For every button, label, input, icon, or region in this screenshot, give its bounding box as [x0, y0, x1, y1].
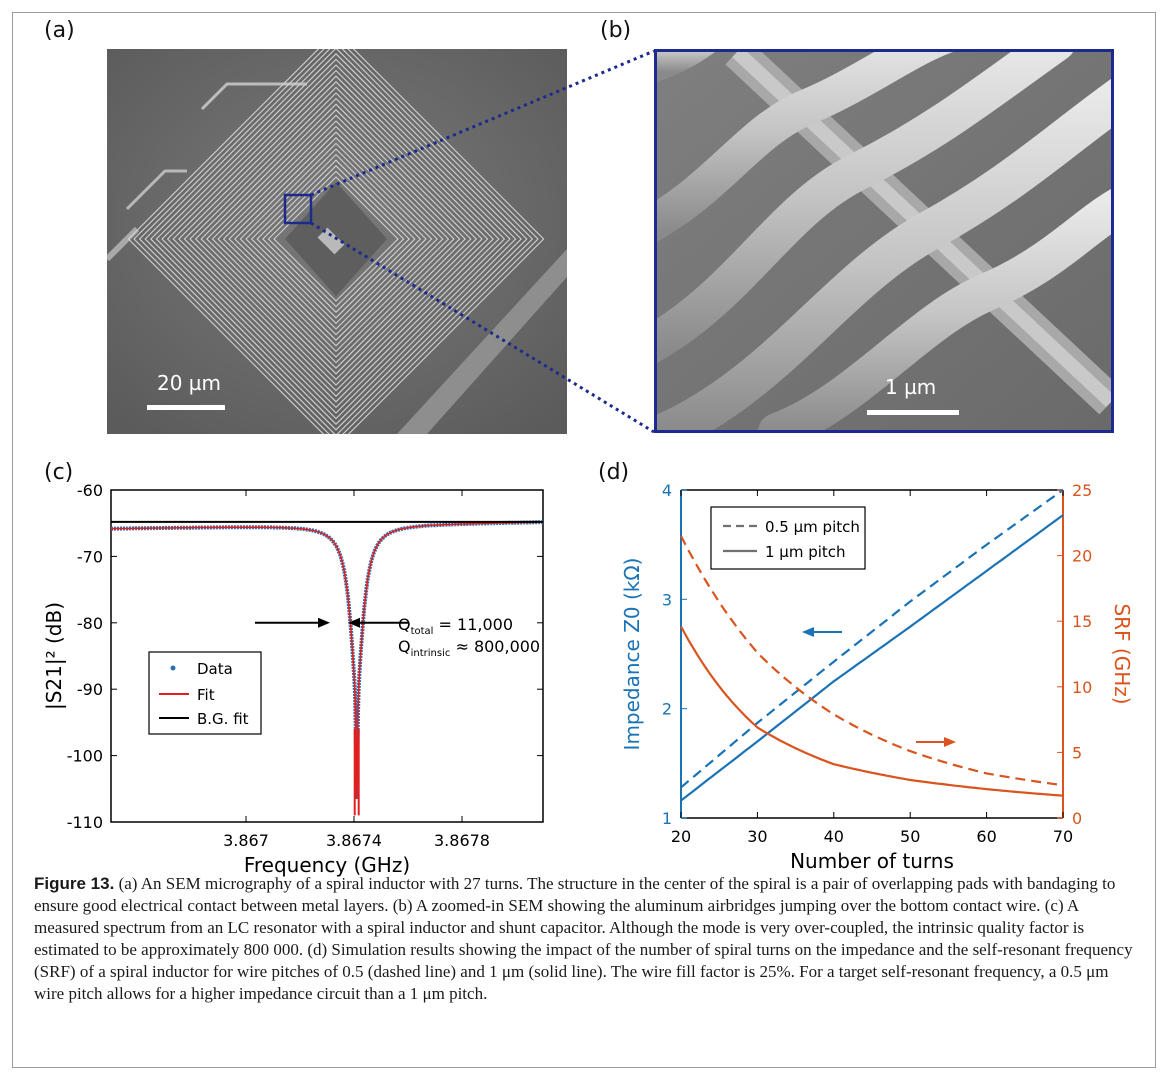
spiral-turn: [256, 159, 416, 319]
caption-text: (a) An SEM micrography of a spiral induc…: [34, 874, 1133, 1003]
ytick-label-left-d: 4: [662, 481, 672, 500]
arrowhead: [318, 617, 330, 628]
legend-label-bg: B.G. fit: [197, 710, 249, 728]
spiral-turn: [144, 49, 528, 431]
ytick-label-c: -110: [67, 813, 103, 832]
xtick-label-d: 60: [976, 827, 996, 846]
spiral-turn: [262, 165, 410, 313]
sem-image-zoom: 1 µm: [654, 49, 1114, 433]
spiral-turn: [161, 64, 511, 414]
spiral-turn: [127, 49, 545, 434]
ytick-label-c: -60: [77, 481, 103, 500]
ylabel-left-d: Impedance Z0 (kΩ): [620, 558, 644, 751]
spiral-turn: [166, 69, 506, 409]
arrowhead: [348, 617, 360, 628]
ytick-label-c: -80: [77, 614, 103, 633]
ytick-label-left-d: 2: [662, 700, 672, 719]
spiral-turn: [222, 125, 450, 353]
spiral-turn: [194, 97, 478, 381]
ytick-label-right-d: 25: [1072, 481, 1092, 500]
ytick-label-right-d: 10: [1072, 678, 1092, 697]
caption-figure-number: Figure 13.: [34, 874, 115, 893]
figure-frame: [12, 12, 1156, 1068]
spiral-turn: [228, 131, 444, 347]
ylabel-right-d: SRF (GHz): [1110, 603, 1134, 704]
spiral-turn: [189, 92, 483, 386]
arrowhead-srf: [944, 737, 956, 747]
series-right-solid-d: [680, 625, 1064, 797]
legend-label-fit: Fit: [197, 686, 215, 704]
xtick-label-d: 30: [747, 827, 767, 846]
ytick-label-left-d: 1: [662, 809, 672, 828]
spiral-turn: [183, 86, 489, 392]
panel-label-a: (a): [44, 18, 75, 43]
ytick-label-right-d: 20: [1072, 547, 1092, 566]
xtick-label-d: 70: [1053, 827, 1073, 846]
spiral-turn: [200, 103, 472, 375]
spiral-turn: [273, 176, 399, 302]
arrowhead-impedance: [802, 627, 814, 637]
ytick-label-right-d: 15: [1072, 612, 1092, 631]
sem-image-spiral: 20 µm: [107, 49, 567, 434]
spiral-turn: [245, 148, 427, 330]
ytick-label-c: -100: [67, 747, 103, 766]
ytick-label-left-d: 3: [662, 590, 672, 609]
spiral-turn: [206, 109, 466, 369]
spiral-turn: [250, 153, 422, 325]
legend-label-solid: 1 µm pitch: [765, 543, 846, 561]
spiral-turn: [172, 75, 500, 403]
ytick-label-c: -70: [77, 547, 103, 566]
ytick-label-c: -90: [77, 680, 103, 699]
xtick-label-c: 3.8678: [434, 831, 490, 850]
legend-d: [710, 506, 866, 570]
ytick-label-right-d: 5: [1072, 743, 1082, 762]
xtick-label-d: 40: [824, 827, 844, 846]
series-right-dashed-d: [680, 535, 1064, 787]
spiral-turn: [150, 53, 522, 425]
fit-series-c: [111, 521, 543, 799]
xtick-label-c: 3.8674: [326, 831, 382, 850]
spiral-turn: [138, 49, 534, 434]
scalebar-a-label: 20 µm: [157, 371, 222, 395]
series-left-solid-d: [680, 514, 1064, 802]
spiral-turn: [239, 142, 433, 336]
spiral-turn: [234, 137, 438, 341]
xlabel-c: Frequency (GHz): [244, 853, 410, 877]
spiral-turn: [267, 170, 405, 308]
panel-label-d: (d): [598, 460, 630, 485]
spiral-turn: [211, 114, 461, 364]
scalebar-b-label: 1 µm: [885, 375, 937, 399]
panel-label-c: (c): [44, 460, 74, 485]
panel-label-b: (b): [600, 18, 632, 43]
xtick-label-d: 50: [900, 827, 920, 846]
xtick-label-d: 20: [671, 827, 691, 846]
legend-label-dashed: 0.5 µm pitch: [765, 518, 860, 536]
xlabel-d: Number of turns: [790, 849, 954, 873]
xtick-label-c: 3.867: [223, 831, 269, 850]
spiral-turn: [217, 120, 455, 358]
legend-label-data: Data: [197, 660, 233, 678]
spiral-turn: [133, 49, 539, 434]
legend-marker-data: [170, 665, 176, 671]
ylabel-c: |S21|² (dB): [42, 602, 66, 710]
series-left-dashed-d: [680, 489, 1064, 789]
spiral-turn: [178, 81, 494, 397]
scalebar-a: [147, 405, 225, 410]
scalebar-b: [867, 410, 959, 415]
spiral-turn: [155, 58, 517, 420]
zoom-box: [283, 193, 313, 225]
figure-caption: Figure 13. (a) An SEM micrography of a s…: [34, 873, 1134, 1005]
ytick-label-right-d: 0: [1072, 809, 1082, 828]
